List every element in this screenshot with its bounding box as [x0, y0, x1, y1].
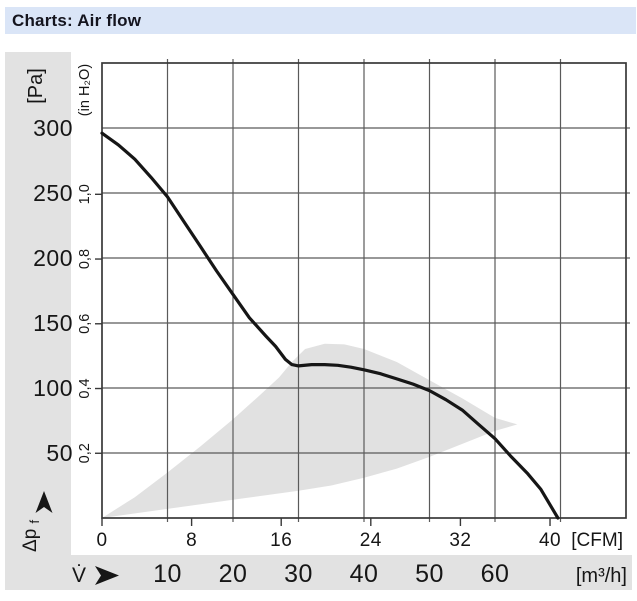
cfm-tick-label: 32 — [449, 530, 471, 551]
cfm-tick-label: 24 — [360, 530, 382, 551]
inh2o-tick-label: 0,8 — [77, 249, 93, 269]
inh2o-tick-label: 0,2 — [77, 443, 93, 463]
m3h-tick-label: 30 — [284, 560, 313, 588]
m3h-tick-label: 10 — [153, 560, 182, 588]
cfm-unit-label: [CFM] — [571, 530, 623, 551]
operating-region — [102, 343, 518, 518]
m3h-tick-label: 20 — [219, 560, 248, 588]
plot-border — [101, 62, 627, 519]
pa-tick-label: 200 — [33, 245, 73, 271]
m3h-unit-label: [m³/h] — [576, 565, 627, 587]
pa-tick-label: 150 — [33, 310, 73, 336]
title-bar: Charts: Air flow — [5, 7, 636, 34]
right-arrow-icon — [95, 566, 119, 585]
pa-tick-label: 50 — [46, 440, 73, 466]
pressure-axis-symbol: Δp f — [20, 519, 42, 552]
pa-tick-label: 250 — [33, 180, 73, 206]
pa-tick-label: 300 — [33, 115, 73, 141]
delta-p-subscript: f — [27, 519, 42, 523]
delta-p-label: Δp — [20, 529, 41, 552]
m3h-tick-label: 50 — [415, 560, 444, 588]
y-axis-gray-band — [5, 52, 71, 590]
page-title: Charts: Air flow — [12, 11, 142, 30]
inh2o-tick-label: 0,6 — [77, 314, 93, 334]
air-flow-curve — [100, 131, 560, 520]
flow-axis-symbol: V̇ — [72, 564, 86, 587]
m3h-tick-label: 40 — [350, 560, 379, 588]
inh2o-tick-label: 0,4 — [77, 378, 93, 398]
pa-unit-label: [Pa] — [25, 68, 47, 104]
cfm-tick-label: 8 — [186, 530, 197, 551]
up-arrow-icon — [35, 491, 53, 513]
m3h-tick-label: 60 — [481, 560, 510, 588]
cfm-tick-label: 40 — [539, 530, 561, 551]
inh2o-unit-label: (in H₂O) — [77, 64, 93, 116]
pa-tick-label: 100 — [33, 375, 73, 401]
inh2o-tick-label: 1,0 — [77, 184, 93, 204]
cfm-tick-label: 16 — [270, 530, 292, 551]
cfm-tick-label: 0 — [96, 530, 107, 551]
